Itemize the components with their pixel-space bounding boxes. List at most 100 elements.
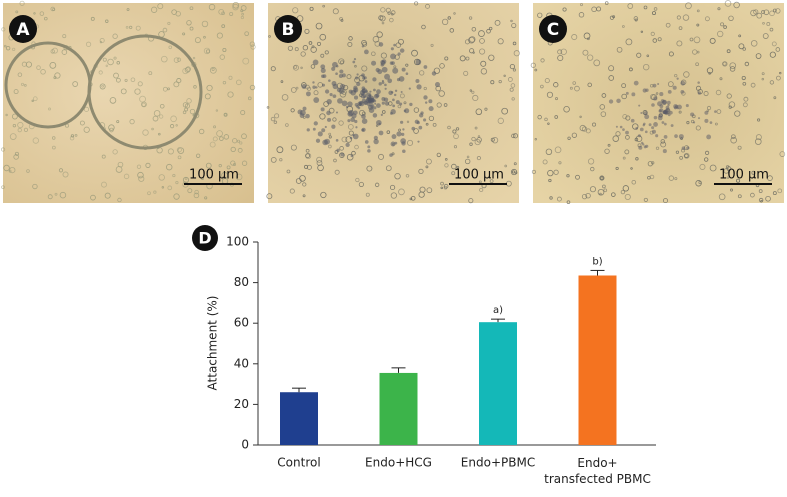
- cell: [476, 156, 481, 161]
- cell: [433, 67, 441, 74]
- cell: [758, 189, 763, 193]
- cell: [773, 96, 777, 100]
- cell: [410, 196, 416, 201]
- cell: [761, 10, 765, 14]
- cell: [766, 22, 771, 26]
- cell: [762, 21, 765, 25]
- cell: [120, 88, 127, 95]
- cell: [52, 7, 56, 12]
- cell-cluster: [378, 130, 384, 136]
- cell: [497, 117, 504, 124]
- cell: [585, 192, 591, 199]
- cell-cluster: [666, 100, 671, 105]
- cell: [17, 127, 22, 133]
- cell-cluster: [414, 119, 419, 124]
- cell: [380, 52, 387, 59]
- cell: [310, 64, 316, 69]
- cell: [603, 188, 608, 193]
- cell: [162, 86, 168, 92]
- cell: [706, 67, 714, 74]
- cell-cluster: [392, 104, 396, 108]
- cell: [667, 81, 674, 88]
- cell: [628, 67, 633, 72]
- cell-cluster: [374, 102, 377, 105]
- cell: [52, 145, 56, 150]
- cell: [668, 51, 674, 57]
- cell: [129, 25, 133, 30]
- cell: [444, 158, 448, 161]
- cell: [678, 26, 683, 30]
- cell: [440, 181, 444, 186]
- cell-cluster: [320, 107, 325, 112]
- cell: [316, 160, 323, 166]
- cell: [345, 136, 352, 143]
- cell: [729, 66, 736, 72]
- cell: [471, 136, 476, 142]
- cell: [451, 163, 457, 170]
- cell: [273, 120, 278, 124]
- cell-cluster: [664, 122, 667, 126]
- cell: [630, 167, 633, 170]
- cell: [683, 71, 690, 78]
- cell: [193, 192, 200, 199]
- cell: [355, 177, 360, 183]
- cell: [480, 60, 487, 67]
- cell-cluster: [350, 89, 357, 96]
- cell: [374, 182, 380, 188]
- cell: [599, 192, 602, 196]
- scale-bar-label: 100 μm: [454, 168, 504, 183]
- cell: [112, 149, 118, 155]
- cell: [751, 170, 756, 175]
- cell-cluster: [368, 94, 371, 97]
- cell-cluster: [331, 66, 336, 71]
- cell: [604, 1, 609, 5]
- cell: [116, 77, 121, 83]
- cell: [509, 87, 514, 92]
- cell: [510, 83, 516, 88]
- cell: [546, 91, 554, 98]
- cell-cluster: [639, 127, 644, 132]
- cell: [581, 194, 588, 200]
- cell: [270, 116, 276, 122]
- cell: [204, 93, 211, 100]
- cell: [704, 16, 710, 22]
- cell: [557, 54, 564, 62]
- cell-cluster: [676, 77, 679, 80]
- cell: [682, 14, 690, 21]
- cell: [704, 150, 710, 156]
- cell: [19, 0, 25, 6]
- cell: [425, 165, 429, 169]
- cell: [451, 171, 456, 176]
- cell: [290, 144, 297, 151]
- cell: [332, 8, 339, 15]
- cell-cluster: [335, 111, 339, 114]
- cell-cluster: [659, 92, 664, 97]
- cell: [679, 156, 683, 160]
- cell-cluster: [652, 83, 657, 88]
- cell: [730, 136, 737, 144]
- micrograph: [3, 3, 254, 203]
- cell-cluster: [390, 47, 394, 51]
- cell-cluster: [643, 111, 648, 116]
- annotation: a): [493, 305, 503, 316]
- cell: [466, 155, 470, 159]
- cell: [665, 22, 671, 28]
- cell-cluster: [667, 104, 670, 107]
- cell: [285, 123, 289, 127]
- cell: [537, 114, 542, 120]
- cell: [170, 115, 177, 123]
- cell: [726, 176, 730, 180]
- cell-cluster: [354, 76, 359, 80]
- cell: [627, 3, 634, 9]
- micrographs: A 100 μm B 100 μm C 100 μm: [0, 0, 786, 204]
- cell: [548, 178, 552, 183]
- cell: [240, 5, 247, 11]
- panel-label: A: [16, 20, 30, 40]
- cell: [52, 47, 58, 54]
- cell: [378, 153, 385, 160]
- cell-cluster: [315, 86, 318, 89]
- cell-cluster: [341, 100, 348, 107]
- cell: [279, 158, 283, 162]
- cell: [387, 11, 391, 15]
- cell: [468, 198, 474, 204]
